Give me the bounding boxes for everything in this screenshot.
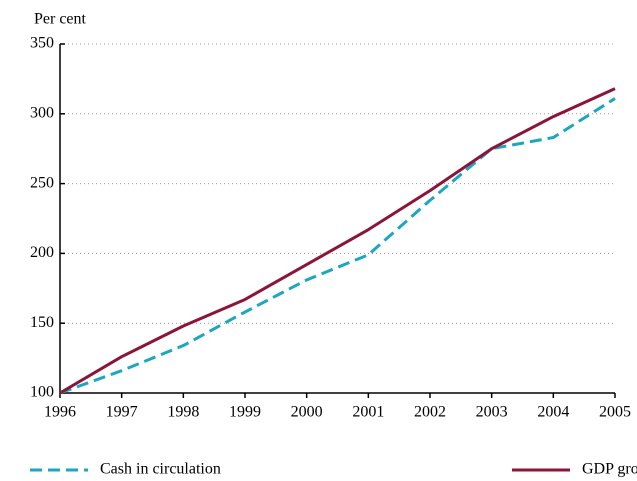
x-tick-label: 2002 <box>414 404 446 421</box>
y-tick-label: 350 <box>30 35 54 52</box>
y-tick-label: 150 <box>30 314 54 331</box>
x-tick-label: 1998 <box>167 404 199 421</box>
y-tick-label: 100 <box>30 384 54 401</box>
line-series <box>59 87 616 395</box>
x-tick-label: 2003 <box>476 404 508 421</box>
y-tick-label: 250 <box>30 174 54 191</box>
x-tick-label: 2000 <box>291 404 323 421</box>
y-axis-label: Per cent <box>34 11 87 28</box>
line-series <box>59 97 616 395</box>
x-tick-label: 1997 <box>106 404 138 421</box>
y-tick-label: 300 <box>30 104 54 121</box>
x-tick-label: 2005 <box>599 404 631 421</box>
legend-label: Cash in circulation <box>100 461 221 478</box>
x-tick-label: 2001 <box>352 404 384 421</box>
x-tick-label: 1999 <box>229 404 261 421</box>
x-tick-label: 1996 <box>44 404 76 421</box>
x-tick-label: 2004 <box>537 404 569 421</box>
legend-label: GDP growth <box>582 461 637 478</box>
y-tick-label: 200 <box>30 244 54 261</box>
